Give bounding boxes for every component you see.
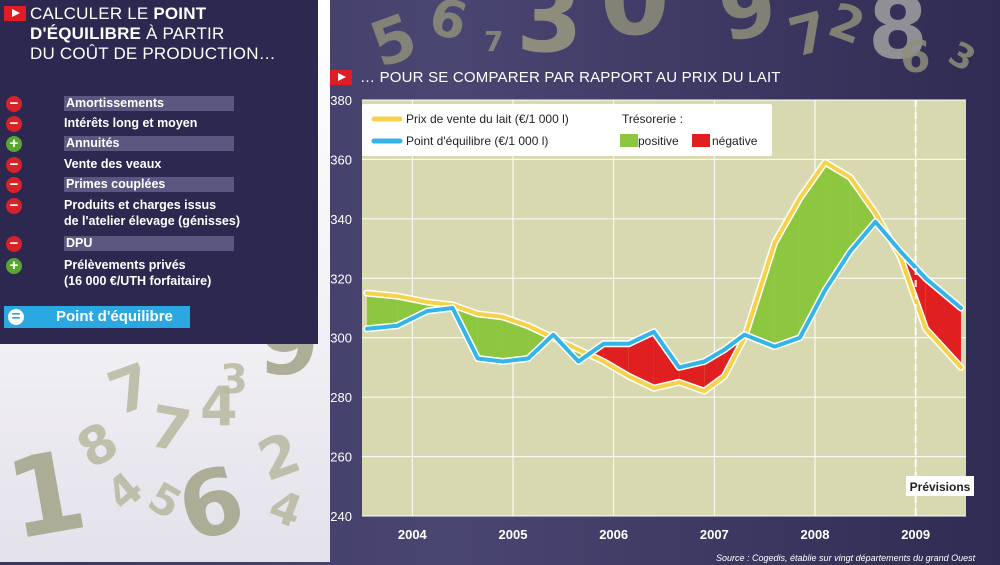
play-arrow-icon <box>330 70 352 85</box>
decorative-digit: 7 <box>484 25 504 58</box>
x-tick-label: 2007 <box>700 527 729 542</box>
minus-icon: − <box>6 116 22 132</box>
cost-item-label: Intérêts long et moyen <box>64 116 198 130</box>
decorative-digit: 8 <box>868 0 928 79</box>
y-tick-label: 260 <box>330 450 352 465</box>
minus-icon: − <box>6 177 22 193</box>
legend-label-positive: positive <box>638 134 679 148</box>
x-tick-label: 2004 <box>398 527 428 542</box>
x-tick-label: 2005 <box>499 527 528 542</box>
forecast-label-bg <box>906 476 974 496</box>
legend-swatch-negative <box>692 134 710 147</box>
left-panel-title: CALCULER LE POINT D'ÉQUILIBRE À PARTIR D… <box>30 4 276 64</box>
legend-swatch-positive <box>620 134 638 147</box>
plus-icon: + <box>6 258 22 274</box>
legend-box <box>362 104 772 156</box>
price-line <box>365 160 963 394</box>
legend-label-equilibrium: Point d'équilibre (€/1 000 l) <box>406 134 548 148</box>
cost-item-label: Vente des veaux <box>64 157 162 171</box>
legend-tresorerie-label: Trésorerie : <box>622 112 683 126</box>
decorative-digit: 4 <box>200 375 238 438</box>
x-tick-label: 2009 <box>901 527 930 542</box>
title-line2-rest: À PARTIR <box>141 24 225 43</box>
decorative-digit: 0 <box>600 0 670 50</box>
legend: Prix de vente du lait (€/1 000 l) Point d… <box>362 104 772 156</box>
positive-area <box>477 313 503 362</box>
play-arrow-icon <box>4 6 26 21</box>
cost-item-label-line2: (16 000 €/UTH forfaitaire) <box>64 274 212 288</box>
title-bold-point: POINT <box>153 4 207 23</box>
cost-item-label: Primes couplées <box>64 177 234 192</box>
negative-area <box>628 331 654 389</box>
title-prefix: CALCULER LE <box>30 4 154 23</box>
minus-icon: − <box>6 157 22 173</box>
minus-icon: − <box>6 198 22 214</box>
negative-area <box>603 343 629 377</box>
y-tick-label: 320 <box>330 271 352 286</box>
forecast-label: Prévisions <box>910 480 971 494</box>
legend-label-negative: négative <box>712 134 758 148</box>
title-line3: DU COÛT DE PRODUCTION… <box>30 44 276 63</box>
y-tick-label: 360 <box>330 152 352 167</box>
positive-area <box>502 316 529 362</box>
chart-title: … POUR SE COMPARER PAR RAPPORT AU PRIX D… <box>330 69 781 87</box>
negative-area <box>925 278 961 368</box>
cost-item-label: Produits et charges issus <box>64 198 217 212</box>
positive-area <box>799 162 826 338</box>
decorative-digit: 6 <box>900 32 931 83</box>
decorative-digit: 3 <box>220 357 248 403</box>
y-tick-label: 340 <box>330 212 352 227</box>
positive-area <box>850 177 876 252</box>
cost-calculation-panel: CALCULER LE POINT D'ÉQUILIBRE À PARTIR D… <box>0 0 318 344</box>
y-tick-label: 280 <box>330 390 352 405</box>
positive-area <box>367 293 398 329</box>
cost-item-label: DPU <box>64 236 234 251</box>
minus-icon: − <box>6 96 22 112</box>
decorative-digit: 3 <box>516 0 583 74</box>
legend-label-price: Prix de vente du lait (€/1 000 l) <box>406 112 569 126</box>
x-tick-label: 2008 <box>801 527 830 542</box>
title-bold-equilibre: D'ÉQUILIBRE <box>30 24 142 43</box>
y-tick-label: 380 <box>330 93 352 108</box>
cost-item-label: Prélèvements privés <box>64 258 186 272</box>
cost-item-label: Annuités <box>64 136 234 151</box>
x-tick-label: 2006 <box>599 527 628 542</box>
equal-icon: = <box>8 309 24 325</box>
source-note: Source : Cogedis, établie sur vingt dépa… <box>716 553 976 563</box>
chart-title-text: … POUR SE COMPARER PAR RAPPORT AU PRIX D… <box>360 69 781 86</box>
y-tick-label: 240 <box>330 509 352 524</box>
cost-item-label-line2: de l'atelier élevage (génisses) <box>64 214 240 228</box>
cost-item-label: Amortissements <box>64 96 234 111</box>
result-label: Point d'équilibre <box>56 308 173 325</box>
y-tick-label: 300 <box>330 331 352 346</box>
equilibrium-line <box>365 219 963 370</box>
minus-icon: − <box>6 236 22 252</box>
point-equilibre-result: = Point d'équilibre <box>4 306 190 328</box>
plus-icon: + <box>6 136 22 152</box>
